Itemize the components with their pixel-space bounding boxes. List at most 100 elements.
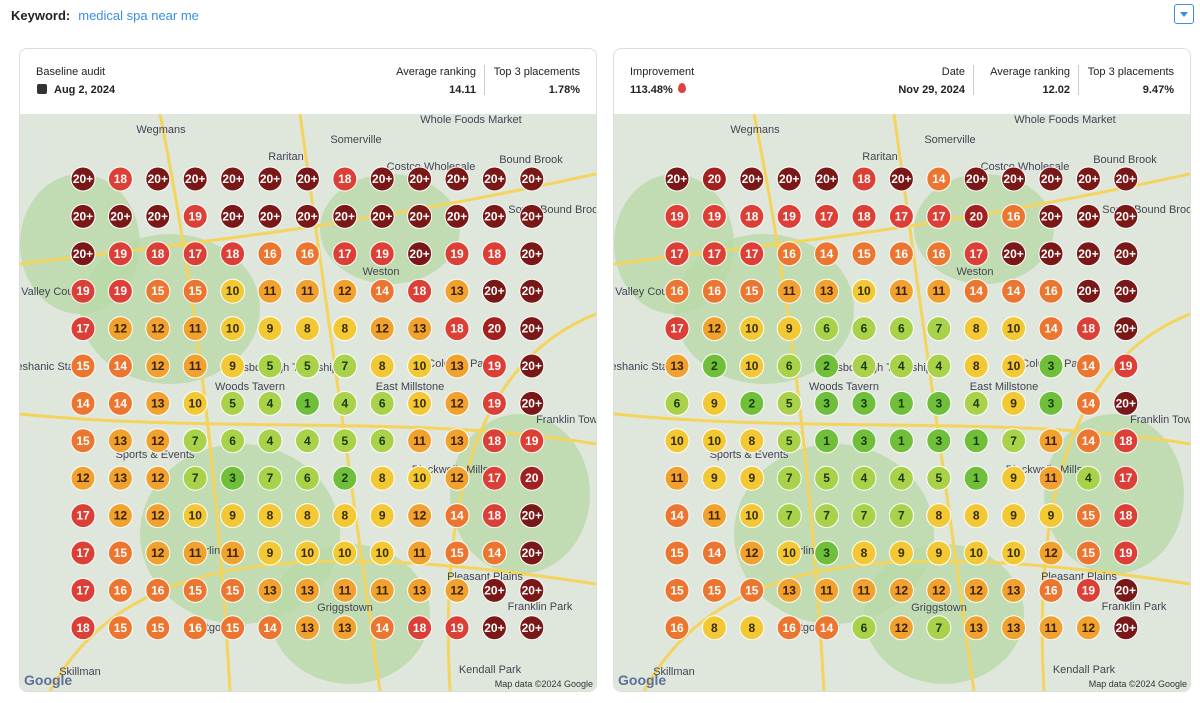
rank-circle[interactable]: [701, 577, 727, 603]
rank-value[interactable]: 16: [708, 284, 722, 298]
rank-pin[interactable]: 20+: [481, 203, 507, 229]
rank-circle[interactable]: [739, 241, 765, 267]
rank-pin[interactable]: 17: [963, 241, 989, 267]
rank-value[interactable]: 15: [226, 583, 240, 597]
rank-circle[interactable]: [444, 428, 470, 454]
rank-circle[interactable]: [294, 465, 320, 491]
rank-pin[interactable]: 14: [814, 615, 840, 641]
rank-value[interactable]: 11: [189, 546, 202, 560]
rank-pin[interactable]: 11: [182, 316, 208, 342]
rank-circle[interactable]: [257, 615, 283, 641]
rank-pin[interactable]: 9: [1038, 503, 1064, 529]
rank-circle[interactable]: [107, 503, 133, 529]
rank-circle[interactable]: [257, 577, 283, 603]
rank-value[interactable]: 20+: [148, 172, 168, 186]
rank-pin[interactable]: 11: [851, 577, 877, 603]
rank-value[interactable]: 10: [413, 396, 427, 410]
rank-pin[interactable]: 17: [888, 203, 914, 229]
rank-value[interactable]: 7: [341, 359, 348, 373]
rank-value[interactable]: 16: [263, 247, 277, 261]
rank-circle[interactable]: [519, 428, 545, 454]
rank-value[interactable]: 8: [267, 509, 274, 523]
rank-value[interactable]: 18: [488, 509, 502, 523]
rank-value[interactable]: 7: [1010, 434, 1017, 448]
rank-pin[interactable]: 6: [220, 428, 246, 454]
rank-value[interactable]: 4: [267, 396, 274, 410]
rank-value[interactable]: 17: [670, 247, 684, 261]
rank-pin[interactable]: 2: [701, 353, 727, 379]
rank-value[interactable]: 20+: [522, 621, 542, 635]
rank-pin[interactable]: 20+: [1038, 166, 1064, 192]
rank-circle[interactable]: [407, 241, 433, 267]
rank-circle[interactable]: [1075, 203, 1101, 229]
rank-circle[interactable]: [926, 390, 952, 416]
rank-circle[interactable]: [294, 316, 320, 342]
rank-circle[interactable]: [444, 241, 470, 267]
rank-circle[interactable]: [1038, 540, 1064, 566]
rank-pin[interactable]: 20+: [1038, 241, 1064, 267]
rank-value[interactable]: 16: [783, 247, 797, 261]
rank-value[interactable]: 16: [301, 247, 315, 261]
rank-value[interactable]: 8: [379, 359, 386, 373]
rank-pin[interactable]: 12: [926, 577, 952, 603]
rank-pin[interactable]: 12: [145, 353, 171, 379]
rank-value[interactable]: 18: [413, 621, 427, 635]
rank-pin[interactable]: 12: [145, 540, 171, 566]
rank-pin[interactable]: 20+: [1001, 166, 1027, 192]
rank-circle[interactable]: [332, 503, 358, 529]
rank-value[interactable]: 16: [151, 583, 165, 597]
rank-circle[interactable]: [926, 577, 952, 603]
rank-pin[interactable]: 15: [851, 241, 877, 267]
rank-circle[interactable]: [1075, 540, 1101, 566]
rank-pin[interactable]: 18: [407, 278, 433, 304]
rank-value[interactable]: 14: [114, 359, 128, 373]
rank-pin[interactable]: 11: [888, 278, 914, 304]
rank-pin[interactable]: 18: [220, 241, 246, 267]
rank-pin[interactable]: 20+: [1113, 615, 1139, 641]
rank-pin[interactable]: 15: [70, 428, 96, 454]
rank-value[interactable]: 8: [748, 621, 755, 635]
rank-circle[interactable]: [481, 278, 507, 304]
rank-circle[interactable]: [1001, 166, 1027, 192]
rank-pin[interactable]: 10: [851, 278, 877, 304]
rank-value[interactable]: 10: [301, 546, 315, 560]
rank-value[interactable]: 8: [973, 509, 980, 523]
rank-circle[interactable]: [664, 278, 690, 304]
rank-value[interactable]: 15: [745, 284, 759, 298]
rank-value[interactable]: 13: [413, 322, 427, 336]
rank-circle[interactable]: [963, 615, 989, 641]
rank-value[interactable]: 3: [935, 396, 942, 410]
rank-value[interactable]: 16: [189, 621, 203, 635]
rank-value[interactable]: 16: [1007, 209, 1021, 223]
rank-pin[interactable]: 14: [926, 166, 952, 192]
rank-value[interactable]: 10: [376, 546, 390, 560]
rank-value[interactable]: 20+: [1116, 621, 1136, 635]
rank-pin[interactable]: 10: [1001, 316, 1027, 342]
rank-value[interactable]: 11: [413, 546, 426, 560]
rank-circle[interactable]: [1113, 465, 1139, 491]
rank-value[interactable]: 20+: [522, 247, 542, 261]
rank-value[interactable]: 20+: [1078, 284, 1098, 298]
rank-value[interactable]: 20+: [222, 172, 242, 186]
rank-circle[interactable]: [776, 353, 802, 379]
rank-circle[interactable]: [1113, 428, 1139, 454]
rank-pin[interactable]: 14: [444, 503, 470, 529]
rank-value[interactable]: 15: [151, 621, 165, 635]
rank-circle[interactable]: [1113, 203, 1139, 229]
rank-pin[interactable]: 11: [369, 577, 395, 603]
rank-pin[interactable]: 16: [294, 241, 320, 267]
rank-value[interactable]: 20+: [891, 172, 911, 186]
rank-circle[interactable]: [888, 428, 914, 454]
rank-value[interactable]: 1: [898, 396, 905, 410]
rank-circle[interactable]: [145, 203, 171, 229]
rank-pin[interactable]: 16: [1038, 278, 1064, 304]
rank-value[interactable]: 3: [229, 471, 236, 485]
rank-value[interactable]: 12: [151, 546, 165, 560]
rank-pin[interactable]: 11: [407, 540, 433, 566]
rank-circle[interactable]: [814, 503, 840, 529]
rank-pin[interactable]: 13: [963, 615, 989, 641]
rank-circle[interactable]: [1075, 353, 1101, 379]
rank-value[interactable]: 15: [745, 583, 759, 597]
rank-pin[interactable]: 12: [963, 577, 989, 603]
rank-circle[interactable]: [257, 203, 283, 229]
